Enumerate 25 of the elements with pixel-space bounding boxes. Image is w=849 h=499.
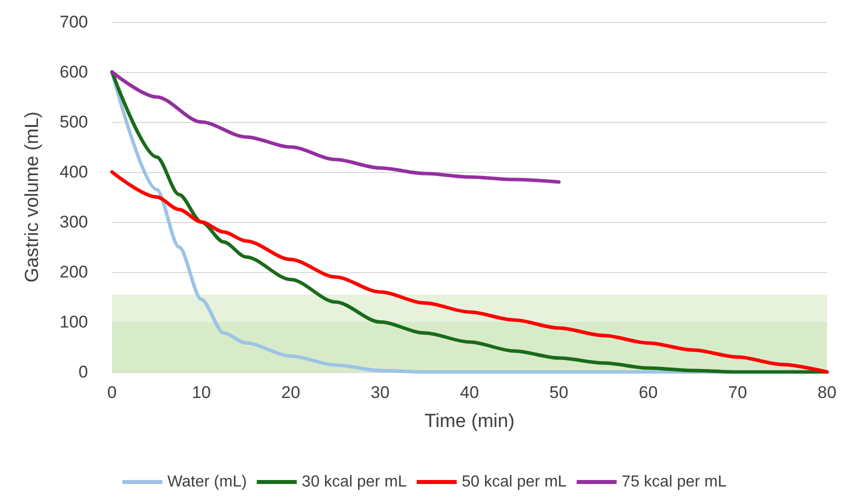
x-tick-label: 10 (192, 383, 211, 402)
y-tick-label: 100 (60, 312, 88, 332)
x-tick-label: 80 (818, 383, 836, 402)
x-axis-title: Time (min) (424, 411, 515, 432)
legend-label: 30 kcal per mL (302, 474, 407, 490)
y-tick-label: 300 (60, 212, 88, 232)
x-tick-label: 50 (549, 383, 568, 402)
legend-label: 50 kcal per mL (462, 474, 567, 490)
x-tick-label: 60 (638, 383, 658, 402)
y-tick-label: 700 (60, 12, 88, 32)
legend-label: Water (mL) (167, 474, 247, 490)
x-tick-label: 40 (460, 383, 479, 402)
y-tick-label: 200 (60, 262, 88, 282)
y-tick-label: 600 (60, 62, 88, 82)
x-tick-label: 70 (728, 383, 748, 402)
y-axis-title: Gastric volume (mL) (22, 111, 43, 283)
y-tick-label: 0 (78, 362, 88, 382)
y-tick-label: 500 (60, 112, 88, 132)
x-tick-label: 0 (107, 383, 117, 402)
y-tick-label: 400 (60, 162, 88, 182)
line-series (110, 70, 561, 184)
legend-label: 75 kcal per mL (622, 474, 727, 490)
x-tick-label: 30 (370, 383, 390, 402)
line-series (110, 170, 829, 374)
x-tick-label: 20 (281, 383, 300, 402)
